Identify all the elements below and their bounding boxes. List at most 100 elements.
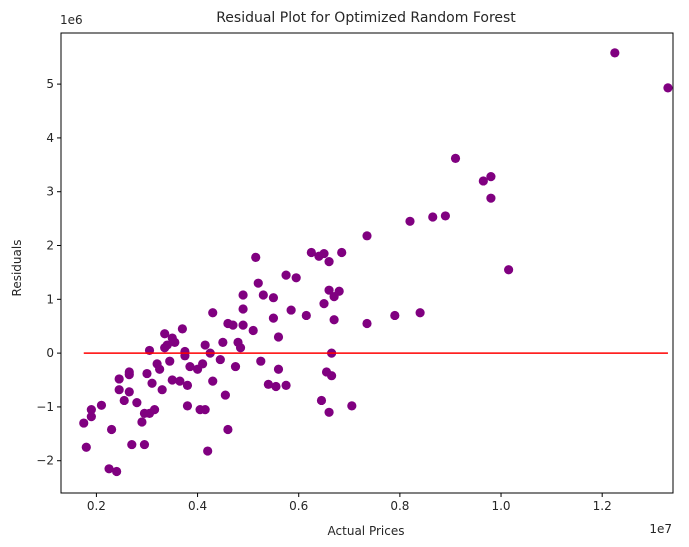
scatter-point-91	[334, 286, 344, 296]
scatter-point-22	[147, 378, 157, 388]
scatter-point-73	[281, 270, 291, 280]
y-tick-label-3: 1	[46, 292, 54, 306]
scatter-point-68	[268, 313, 279, 323]
scatter-point-61	[238, 320, 248, 330]
y-axis-offset-label: 1e6	[60, 13, 83, 27]
scatter-point-82	[319, 299, 329, 309]
scatter-point-46	[203, 446, 213, 456]
scatter-point-94	[362, 318, 372, 329]
scatter-point-90	[329, 315, 339, 325]
scatter-point-59	[238, 290, 248, 300]
scatter-point-18	[139, 439, 150, 450]
scatter-point-39	[182, 401, 193, 411]
scatter-point-56	[230, 361, 241, 372]
scatter-point-13	[124, 387, 134, 397]
scatter-point-107	[663, 83, 673, 93]
scatter-point-81	[319, 248, 329, 259]
scatter-point-5	[104, 464, 114, 474]
scatter-point-7	[112, 466, 122, 477]
scatter-point-106	[610, 48, 620, 58]
axis-ticks: 0.2 0.4 0.6 0.8 1.0 1.2 −2 −1 0 1 2 3 4 5	[36, 77, 611, 513]
scatter-point-3	[86, 412, 96, 422]
chart-title: Residual Plot for Optimized Random Fores…	[216, 10, 516, 26]
scatter-point-105	[504, 265, 514, 275]
scatter-point-84	[324, 257, 334, 267]
y-axis-label: Residuals	[10, 240, 24, 297]
scatter-point-45	[200, 405, 210, 415]
scatter-point-48	[208, 376, 218, 386]
scatter-point-99	[428, 212, 438, 222]
scatter-point-75	[286, 305, 296, 315]
scatter-point-58	[235, 343, 246, 353]
scatter-point-40	[185, 361, 195, 372]
scatter-point-72	[273, 364, 284, 374]
scatter-point-92	[337, 247, 347, 258]
scatter-point-35	[177, 324, 187, 334]
y-tick-label-7: 5	[46, 77, 54, 91]
scatter-point-2	[86, 405, 96, 415]
x-tick-label-3: 0.8	[390, 499, 409, 513]
scatter-point-51	[218, 337, 228, 347]
scatter-point-1	[81, 442, 91, 452]
scatter-point-4	[96, 400, 107, 410]
scatter-point-97	[405, 216, 415, 226]
y-tick-label-1: −1	[36, 400, 54, 414]
y-tick-label-0: −2	[36, 454, 54, 468]
scatter-point-0	[79, 418, 89, 428]
scatter-point-9	[114, 385, 124, 395]
scatter-point-62	[248, 325, 258, 336]
scatter-point-28	[160, 329, 170, 339]
scatter-point-38	[182, 380, 193, 390]
scatter-point-23	[149, 405, 160, 415]
scatter-point-52	[220, 390, 230, 400]
scatter-point-33	[170, 337, 180, 347]
scatter-point-16	[137, 417, 147, 427]
scatter-point-32	[167, 375, 177, 385]
scatter-point-78	[306, 247, 316, 258]
axes-frame	[60, 32, 674, 494]
scatter-point-55	[228, 320, 238, 330]
x-axis-offset-label: 1e7	[649, 522, 672, 536]
x-axis-label: Actual Prices	[328, 524, 405, 538]
x-tick-label-1: 0.4	[188, 499, 207, 513]
x-tick-label-2: 0.6	[289, 499, 308, 513]
scatter-point-76	[291, 273, 301, 283]
scatter-point-30	[165, 356, 175, 366]
scatter-point-65	[256, 356, 266, 366]
scatter-point-69	[268, 293, 279, 303]
scatter-point-102	[478, 176, 488, 186]
scatter-point-29	[162, 340, 172, 350]
scatter-point-14	[127, 439, 137, 450]
scatter-point-87	[327, 371, 337, 381]
scatter-point-6	[106, 424, 117, 435]
scatter-point-66	[258, 290, 268, 300]
scatter-point-101	[450, 153, 461, 163]
scatter-point-93	[347, 401, 357, 411]
scatter-point-44	[200, 340, 210, 350]
scatter-point-86	[324, 407, 334, 417]
scatter-point-64	[253, 278, 263, 288]
scatter-point-43	[198, 359, 208, 369]
scatter-point-8	[114, 374, 124, 384]
scatter-point-100	[440, 211, 450, 221]
scatter-point-49	[208, 308, 218, 318]
scatter-point-25	[155, 364, 165, 374]
scatter-point-77	[301, 310, 311, 321]
scatter-point-103	[486, 172, 496, 182]
scatter-point-98	[415, 308, 425, 318]
scatter-point-104	[486, 193, 496, 203]
scatter-point-71	[273, 332, 284, 342]
scatter-point-96	[390, 310, 400, 321]
scatter-point-85	[324, 285, 334, 295]
y-tick-label-6: 4	[46, 131, 54, 145]
x-tick-label-0: 0.2	[87, 499, 106, 513]
scatter-point-19	[142, 368, 152, 379]
scatter-point-10	[119, 395, 129, 406]
y-tick-label-2: 0	[46, 346, 54, 360]
scatter-point-15	[132, 398, 142, 408]
plot-area	[79, 48, 673, 477]
scatter-point-12	[124, 370, 134, 380]
y-tick-label-5: 3	[46, 185, 54, 199]
scatter-point-50	[215, 354, 225, 365]
scatter-point-95	[362, 231, 372, 241]
